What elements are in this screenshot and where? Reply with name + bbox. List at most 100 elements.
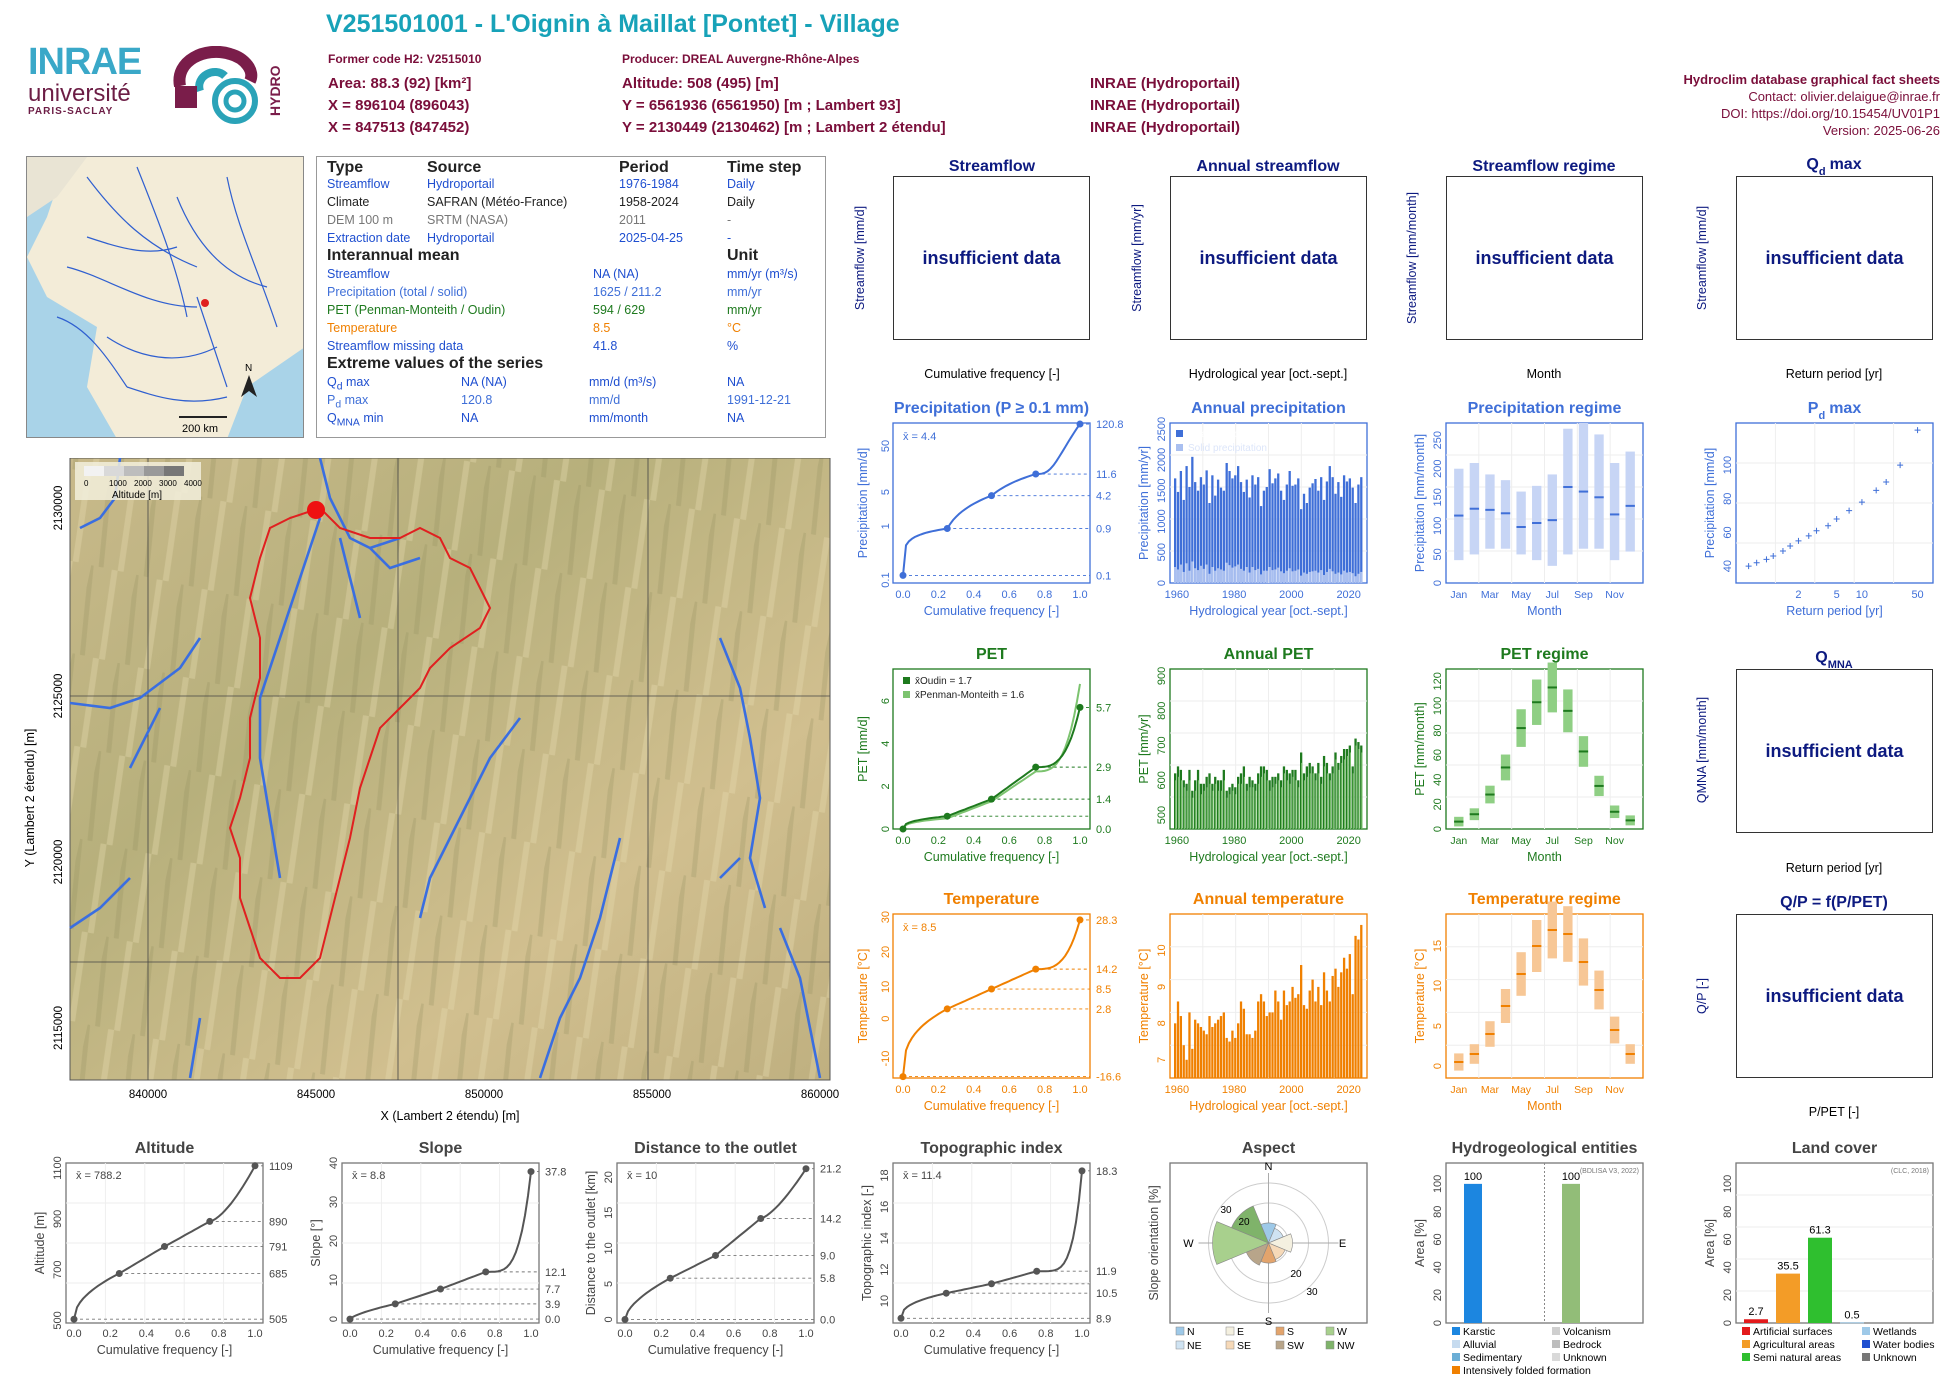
distance-quantile-point <box>621 1315 629 1323</box>
landcover-bar-label: 61.3 <box>1809 1225 1830 1237</box>
annual-precip-bar <box>1322 499 1326 583</box>
landcover-legend-key <box>1862 1353 1870 1361</box>
annual-precip-y-tick: 500 <box>1156 543 1168 561</box>
pet-right-tick: 0.0 <box>1096 824 1111 836</box>
extreme-pd-name: Pd max <box>327 393 369 411</box>
annual-pet-bar-2 <box>1346 755 1349 829</box>
annual-pet-y-tick: 500 <box>1156 806 1168 824</box>
annual-pet-bar-2 <box>1189 780 1191 829</box>
slope-ylabel: Slope [°] <box>309 1219 323 1266</box>
pet-quantile-point <box>943 812 951 820</box>
hydrogeo-y-tick: 0 <box>1432 1320 1444 1326</box>
hydrogeo-bar <box>1562 1183 1580 1323</box>
annual-pet-bar-2 <box>1304 780 1306 829</box>
map-x-ticks: 840000 845000 850000 855000 860000 <box>129 1089 839 1101</box>
distance-mean: x̄ = 10 <box>627 1170 657 1182</box>
annual-precip-bar-2 <box>1219 569 1223 583</box>
extreme-qd-unit: mm/d (m³/s) <box>589 375 657 389</box>
annual-temp-y-tick: 8 <box>1156 1020 1168 1026</box>
altitude-title: Altitude <box>135 1140 195 1157</box>
annual-pet-title: Annual PET <box>1224 646 1314 663</box>
altitude-legend-tick: 4000 <box>184 479 202 488</box>
annual-precip-bar-2 <box>1191 561 1194 583</box>
aspect-legend-key <box>1325 1340 1335 1350</box>
distance-quantile-point <box>666 1274 674 1282</box>
qp-ylabel: Q/P [-] <box>1695 978 1709 1014</box>
annual-precip-bar <box>1277 473 1280 583</box>
pet-title: PET <box>976 646 1007 663</box>
landcover-y-tick: 60 <box>1722 1233 1734 1245</box>
pd-max-point <box>1795 537 1802 544</box>
annual-temp-bar <box>1265 1016 1268 1078</box>
annual-precip-bar-2 <box>1231 567 1234 583</box>
annual-pet-bar <box>1285 769 1288 829</box>
annual-streamflow-ylabel: Streamflow [mm/yr] <box>1130 204 1144 312</box>
topo-y-tick: 16 <box>879 1201 891 1213</box>
annual-precip-bar <box>1354 503 1357 583</box>
topo-right-tick: 10.5 <box>1096 1288 1117 1300</box>
topo-quantile-point <box>988 1280 995 1288</box>
hydrogeo-y-tick: 40 <box>1432 1261 1444 1273</box>
annual-precip-y-tick: 1000 <box>1156 509 1168 533</box>
annual-precip-bar <box>1194 482 1197 583</box>
slope-quantile-point <box>391 1300 399 1308</box>
pet-regime-y-tick: 80 <box>1432 724 1444 736</box>
aspect-legend-key <box>1325 1326 1335 1336</box>
annual-precip-y-tick: 1500 <box>1156 478 1168 502</box>
info-type-dem: DEM 100 m <box>327 213 393 227</box>
annual-temp-bar <box>1360 924 1363 1078</box>
annual-temp-bar <box>1179 1016 1183 1078</box>
distance-ylabel: Distance to the outlet [km] <box>584 1171 598 1316</box>
pet-ylabel: PET [mm/d] <box>856 716 870 782</box>
annual-temp-bar <box>1182 1045 1185 1078</box>
contact[interactable]: Contact: olivier.delaigue@inrae.fr <box>1748 89 1940 104</box>
annual-pet-bar-2 <box>1178 776 1180 829</box>
annual-precip-bar-2 <box>1279 571 1283 583</box>
annual-precip-bar-2 <box>1331 571 1334 583</box>
pd-max-point <box>1873 487 1880 494</box>
pet-mean: x̄Penman-Monteith = 1.6 <box>915 690 1025 701</box>
pet-right-tick: 1.4 <box>1096 794 1111 806</box>
topo-y-tick: 18 <box>879 1169 891 1181</box>
annual-pet-bar-2 <box>1352 773 1354 829</box>
annual-precip-bar <box>1205 470 1208 583</box>
aspect-legend-label: NW <box>1337 1340 1355 1352</box>
temp-frame <box>892 913 1091 1079</box>
annual-precip-bar <box>1185 466 1188 583</box>
annual-streamflow-xlabel: Hydrological year [oct.-sept.] <box>1189 367 1347 381</box>
pet-regime-y-tick: 60 <box>1432 749 1444 761</box>
pet-regime-x-tick: Jan <box>1450 835 1467 847</box>
extreme-qmna-date: NA <box>727 411 745 425</box>
annual-pet-bar <box>1265 769 1268 829</box>
annual-temp-bar <box>1259 994 1263 1078</box>
altitude-legend-tick: 3000 <box>159 479 177 488</box>
temp-title: Temperature <box>944 891 1040 908</box>
distance-right-tick: 5.8 <box>820 1273 835 1285</box>
precip-y-tick: 50 <box>880 440 892 452</box>
pet-quantile-point <box>1076 703 1084 711</box>
landcover-bar-label: 35.5 <box>1777 1261 1798 1273</box>
streamflow-regime-insufficient: insufficient data <box>1446 176 1643 340</box>
precip-regime-y-tick: 150 <box>1432 488 1444 506</box>
annual-precip-bar-2 <box>1176 569 1180 583</box>
database-title: Hydroclim database graphical fact sheets <box>1683 72 1940 87</box>
annual-precip-bar-2 <box>1242 570 1246 583</box>
info-source: SRTM (NASA) <box>427 213 509 227</box>
annual-precip-bar-2 <box>1257 568 1260 583</box>
precip-regime-x-tick: Jul <box>1546 589 1559 601</box>
landcover-y-tick: 100 <box>1722 1175 1734 1193</box>
pd-max-y-tick: 40 <box>1722 560 1734 572</box>
pet-regime-y-tick: 20 <box>1432 798 1444 810</box>
annual-pet-bar-2 <box>1324 766 1326 829</box>
landcover-legend-key <box>1742 1353 1750 1361</box>
hydro-wordmark: HYDRO <box>267 65 283 116</box>
slope-quantile-point <box>527 1168 535 1176</box>
annual-precip-bar <box>1357 484 1360 583</box>
annual-precip-bar-2 <box>1194 568 1197 583</box>
aspect-legend-label: S <box>1287 1326 1294 1338</box>
annual-pet-bar-2 <box>1223 780 1225 829</box>
pd-max-point <box>1763 556 1770 563</box>
mean-streamflow-name: Streamflow <box>327 267 390 281</box>
doi[interactable]: DOI: https://doi.org/10.15454/UV01P1 <box>1721 106 1940 121</box>
topo-xlabel: Cumulative frequency [-] <box>924 1343 1059 1357</box>
